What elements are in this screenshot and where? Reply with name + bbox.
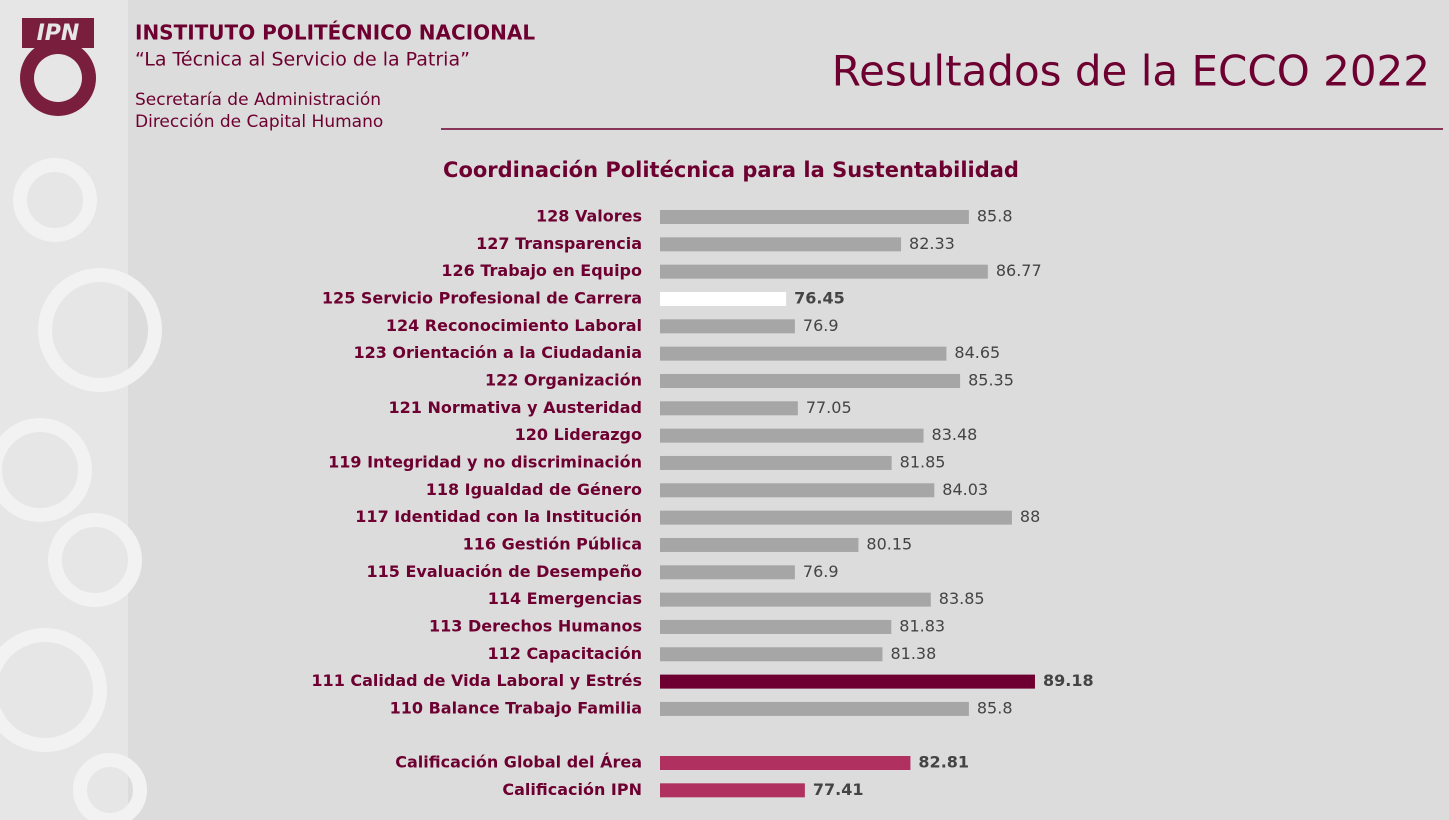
bar: [660, 510, 1012, 525]
bar: [660, 291, 787, 306]
gear-decoration: [0, 158, 162, 820]
bar: [660, 319, 795, 334]
value-label: 88: [1020, 507, 1040, 526]
bar: [660, 210, 969, 224]
bar: [660, 674, 1035, 689]
category-label: Calificación Global del Área: [395, 753, 642, 772]
side-strip: [0, 0, 128, 820]
value-label: 83.85: [939, 589, 985, 608]
value-label: 81.83: [899, 616, 945, 635]
institution: INSTITUTO POLITÉCNICO NACIONAL: [135, 21, 535, 45]
category-label: 127 Transparencia: [476, 234, 642, 253]
value-label: 84.03: [942, 480, 988, 499]
bar: [660, 756, 911, 770]
category-label: 120 Liderazgo: [515, 425, 642, 444]
value-label: 82.33: [909, 234, 955, 253]
unit: Secretaría de Administración: [135, 90, 381, 110]
category-label: 118 Igualdad de Género: [426, 480, 642, 499]
bar: [660, 237, 902, 252]
unit: Dirección de Capital Humano: [135, 112, 383, 132]
bar: [660, 455, 892, 470]
value-label: 77.05: [806, 398, 852, 417]
value-label: 84.65: [954, 343, 1000, 362]
value-label: 77.41: [813, 780, 864, 799]
logo: IPN: [20, 18, 96, 116]
category-label: 111 Calidad de Vida Laboral y Estrés: [311, 671, 642, 690]
value-label: 80.15: [866, 534, 912, 553]
bar: [660, 346, 947, 361]
value-label: 81.38: [890, 644, 936, 663]
logo-text: IPN: [37, 21, 80, 46]
category-label: 115 Evaluación de Desempeño: [367, 562, 642, 581]
value-label: 89.18: [1043, 671, 1094, 690]
bar: [660, 619, 892, 634]
category-label: 110 Balance Trabajo Familia: [390, 698, 642, 717]
value-label: 76.9: [803, 316, 839, 335]
bar: [660, 592, 931, 607]
category-label: 117 Identidad con la Institución: [355, 507, 642, 526]
category-label: 124 Reconocimiento Laboral: [386, 316, 642, 335]
bar: [660, 401, 798, 416]
value-label: 86.77: [996, 261, 1042, 280]
bar: [660, 701, 969, 716]
bar: [660, 647, 883, 662]
category-label: 121 Normativa y Austeridad: [388, 398, 642, 417]
category-label: 126 Trabajo en Equipo: [441, 261, 642, 280]
category-label: 128 Valores: [536, 207, 642, 226]
value-label: 76.45: [794, 288, 845, 307]
value-label: 76.9: [803, 562, 839, 581]
chart-title: Coordinación Politécnica para la Sustent…: [443, 158, 1019, 182]
category-label: 122 Organización: [485, 370, 642, 389]
value-label: 85.35: [968, 370, 1014, 389]
value-label: 82.81: [918, 753, 969, 772]
category-label: 119 Integridad y no discriminación: [328, 452, 642, 471]
category-label: 116 Gestión Pública: [463, 534, 642, 553]
bar: [660, 373, 961, 388]
value-label: 83.48: [932, 425, 978, 444]
bar: [660, 264, 988, 279]
value-label: 85.8: [977, 207, 1013, 226]
value-label: 81.85: [900, 452, 946, 471]
bar: [660, 483, 935, 498]
category-label: 125 Servicio Profesional de Carrera: [322, 288, 642, 307]
bar: [660, 783, 805, 798]
bar: [660, 565, 795, 580]
page-title: Resultados de la ECCO 2022: [832, 47, 1430, 96]
category-label: 123 Orientación a la Ciudadania: [353, 343, 642, 362]
category-label: Calificación IPN: [502, 780, 642, 799]
category-label: 112 Capacitación: [487, 644, 642, 663]
motto: “La Técnica al Servicio de la Patria”: [135, 49, 470, 71]
value-label: 85.8: [977, 698, 1013, 717]
category-label: 113 Derechos Humanos: [429, 616, 642, 635]
bar: [660, 537, 859, 552]
category-label: 114 Emergencias: [488, 589, 642, 608]
bar: [660, 428, 924, 443]
